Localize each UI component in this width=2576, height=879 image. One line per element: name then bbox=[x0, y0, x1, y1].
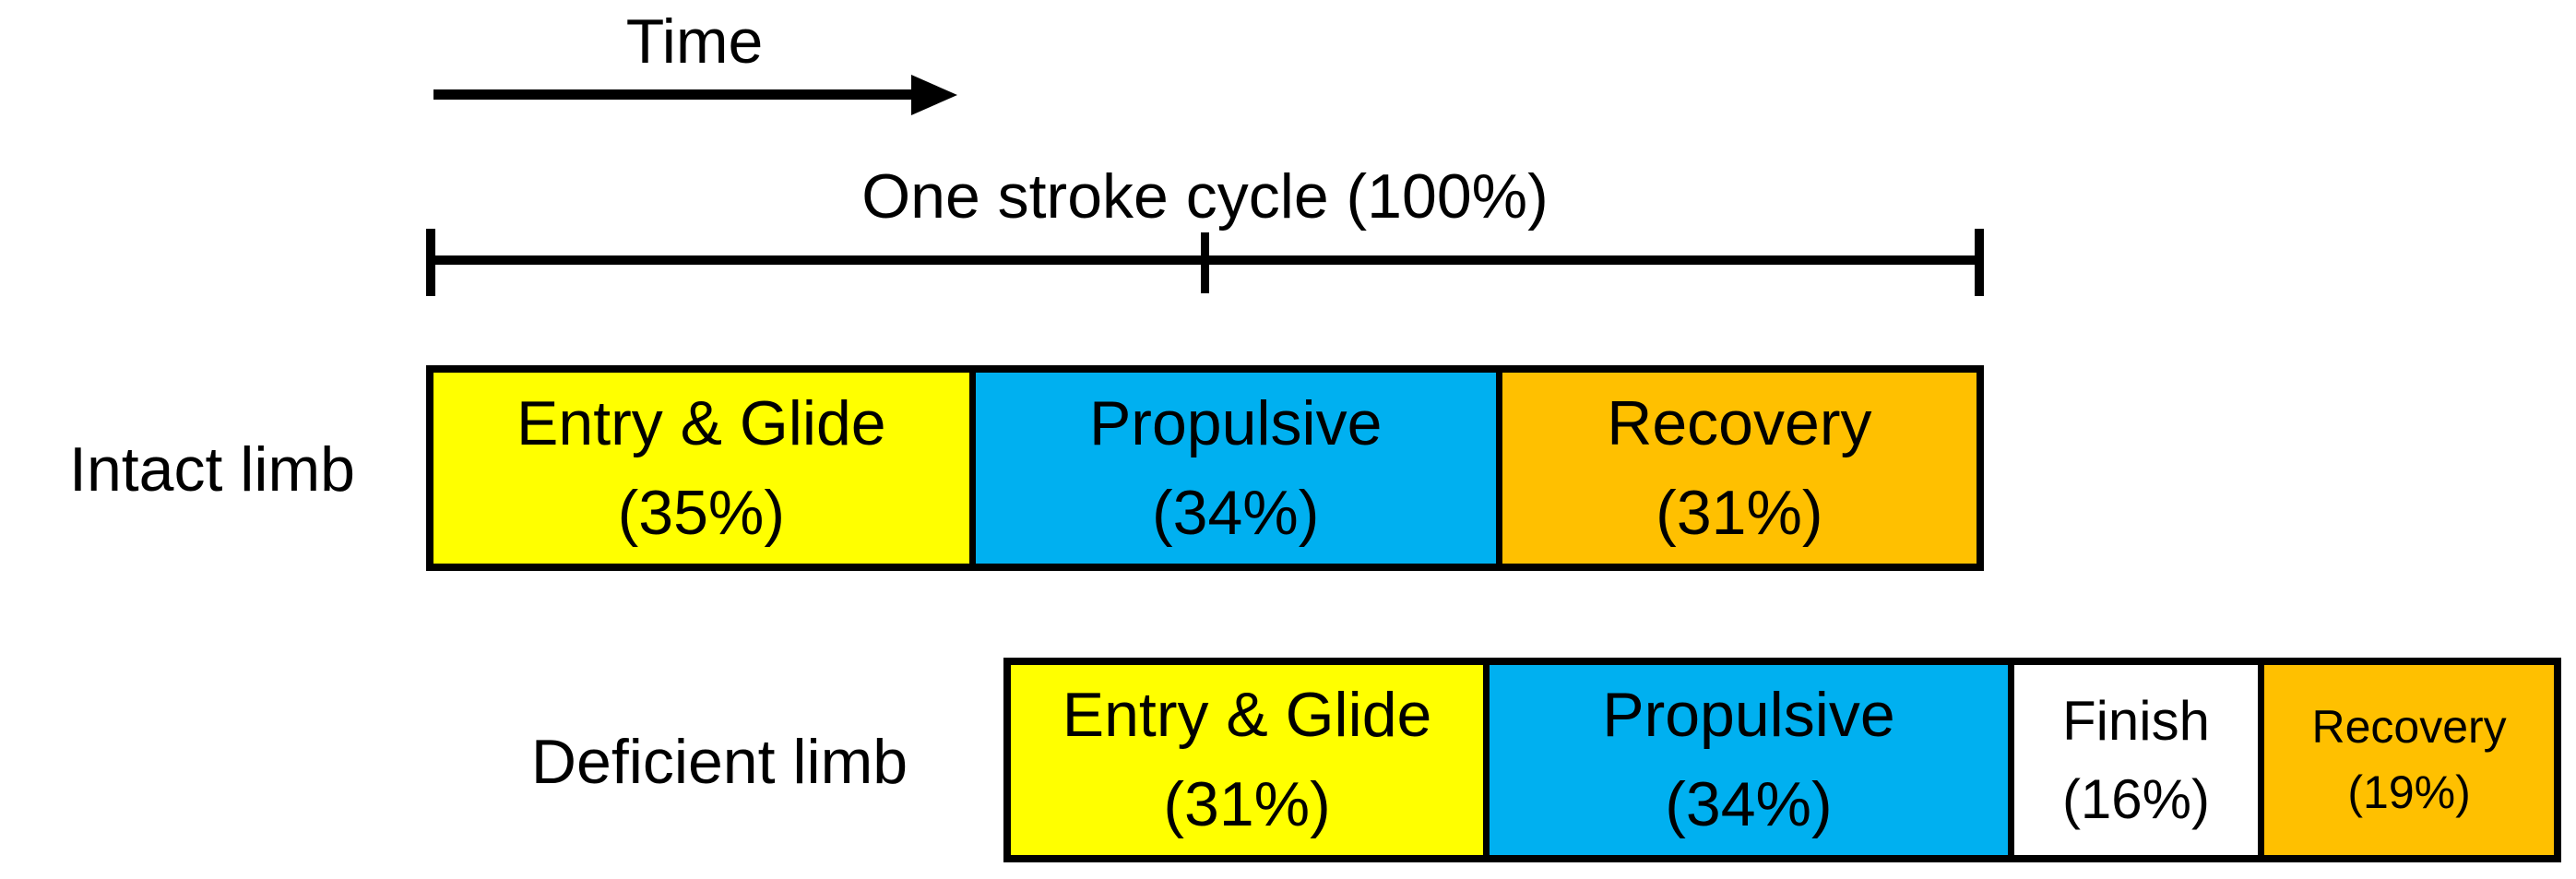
deficient-entry-glide-segment: Entry & Glide (31%) bbox=[1011, 665, 1484, 855]
time-arrow-shaft bbox=[433, 89, 913, 100]
deficient-propulsive-segment: Propulsive (34%) bbox=[1483, 665, 2008, 855]
segment-phase-name: Finish bbox=[2061, 689, 2210, 752]
intact-limb-label: Intact limb bbox=[69, 434, 355, 505]
time-arrow-head-icon bbox=[911, 75, 957, 115]
segment-percent: (31%) bbox=[1656, 477, 1823, 548]
intact-propulsive-segment: Propulsive (34%) bbox=[968, 373, 1496, 564]
segment-phase-name: Recovery bbox=[1607, 387, 1872, 458]
segment-phase-name: Entry & Glide bbox=[1062, 680, 1432, 751]
time-axis-label: Time bbox=[625, 6, 764, 77]
segment-percent: (31%) bbox=[1163, 769, 1331, 839]
deficient-limb-bar: Entry & Glide (31%) Propulsive (34%) Fin… bbox=[1003, 658, 2561, 862]
stroke-cycle-label: One stroke cycle (100%) bbox=[861, 161, 1549, 232]
segment-phase-name: Propulsive bbox=[1088, 387, 1383, 458]
segment-phase-name: Propulsive bbox=[1602, 680, 1895, 751]
intact-limb-bar: Entry & Glide (35%) Propulsive (34%) Rec… bbox=[426, 365, 1984, 571]
bracket-left-tick bbox=[426, 229, 435, 296]
segment-percent: (19%) bbox=[2347, 766, 2471, 818]
intact-recovery-segment: Recovery (31%) bbox=[1495, 373, 1977, 564]
segment-percent: (34%) bbox=[1665, 769, 1833, 839]
segment-phase-name: Recovery bbox=[2311, 701, 2507, 753]
bracket-right-tick bbox=[1975, 229, 1984, 296]
segment-percent: (35%) bbox=[617, 477, 786, 548]
deficient-limb-label: Deficient limb bbox=[530, 727, 908, 797]
segment-percent: (16%) bbox=[2061, 768, 2210, 830]
deficient-recovery-segment: Recovery (19%) bbox=[2258, 665, 2554, 855]
intact-entry-glide-segment: Entry & Glide (35%) bbox=[433, 373, 969, 564]
deficient-finish-segment: Finish (16%) bbox=[2007, 665, 2259, 855]
segment-percent: (34%) bbox=[1151, 477, 1320, 548]
segment-phase-name: Entry & Glide bbox=[516, 387, 886, 458]
bracket-midpoint-tick bbox=[1201, 232, 1209, 293]
